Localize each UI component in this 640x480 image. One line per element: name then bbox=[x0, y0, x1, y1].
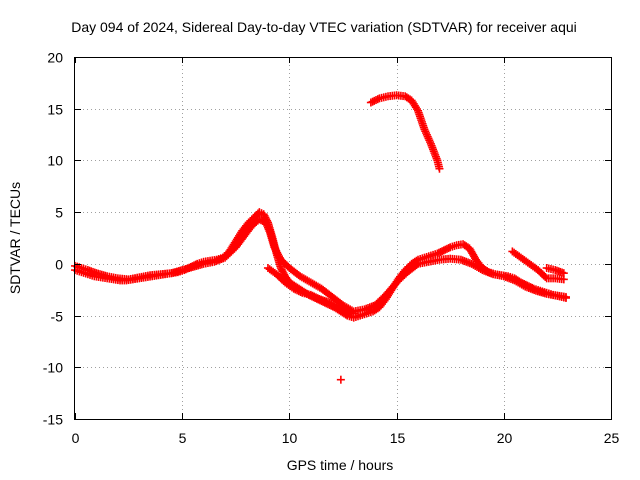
data-point bbox=[425, 136, 434, 145]
data-point bbox=[559, 269, 568, 278]
data-point bbox=[420, 125, 429, 134]
y-axis-label: SDTVAR / TECUs bbox=[7, 182, 23, 294]
data-point bbox=[422, 130, 431, 139]
grid bbox=[75, 57, 611, 419]
data-point bbox=[541, 272, 550, 281]
data-point bbox=[296, 287, 305, 296]
data-point bbox=[423, 132, 432, 141]
data-point bbox=[421, 127, 430, 136]
x-tick-label: 10 bbox=[282, 430, 298, 446]
data-point bbox=[336, 375, 345, 384]
data-point bbox=[271, 245, 280, 254]
series-arc-5 bbox=[508, 247, 568, 284]
data-point bbox=[422, 129, 431, 138]
y-tick-label: 10 bbox=[47, 153, 63, 169]
series-arc-3 bbox=[366, 91, 444, 173]
y-tick-label: 5 bbox=[55, 205, 63, 221]
data-point bbox=[561, 293, 570, 302]
data-point bbox=[272, 246, 281, 255]
data-point bbox=[412, 261, 421, 270]
x-tick-label: 0 bbox=[72, 430, 80, 446]
x-tick-label: 25 bbox=[604, 430, 620, 446]
y-tick-label: 15 bbox=[47, 102, 63, 118]
data-point bbox=[424, 134, 433, 143]
data-point bbox=[373, 95, 382, 104]
x-axis-label: GPS time / hours bbox=[287, 457, 394, 473]
series-arc-6 bbox=[542, 263, 568, 278]
x-tick-label: 20 bbox=[497, 430, 513, 446]
y-tick-label: -10 bbox=[43, 360, 63, 376]
x-tick-label: 5 bbox=[179, 430, 187, 446]
data-point bbox=[270, 243, 279, 252]
data-point bbox=[274, 252, 283, 261]
data-point bbox=[274, 250, 283, 259]
data-points bbox=[71, 91, 570, 384]
data-point bbox=[519, 281, 528, 290]
data-point bbox=[476, 265, 485, 274]
series-outlier bbox=[336, 375, 345, 384]
data-point bbox=[435, 164, 444, 173]
y-tick-label: -15 bbox=[43, 412, 63, 428]
y-tick-label: 0 bbox=[55, 257, 63, 273]
data-point bbox=[349, 309, 358, 318]
data-point bbox=[426, 138, 435, 147]
y-tick-label: -5 bbox=[51, 309, 64, 325]
chart-title: Day 094 of 2024, Sidereal Day-to-day VTE… bbox=[71, 19, 577, 35]
data-point bbox=[412, 105, 421, 114]
axis-ticks: 0 5 10 15 20 25 -15 -10 -5 0 5 10 15 20 bbox=[43, 50, 620, 447]
plot-frame bbox=[74, 57, 612, 420]
series-arc-4 bbox=[263, 263, 358, 318]
y-tick-label: 20 bbox=[47, 50, 63, 66]
x-tick-label: 15 bbox=[390, 430, 406, 446]
data-point bbox=[273, 248, 282, 257]
